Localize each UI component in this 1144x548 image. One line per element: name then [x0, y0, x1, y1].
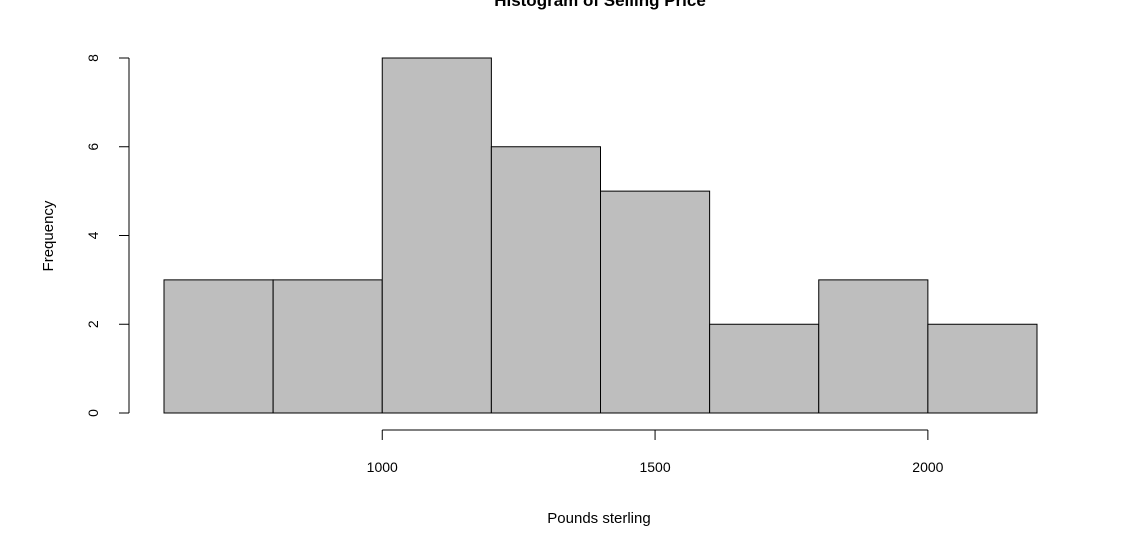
histogram-bar — [163, 279, 274, 414]
x-tick-label: 2000 — [912, 459, 943, 475]
y-tick-label: 8 — [85, 54, 101, 62]
histogram-bar — [709, 323, 820, 414]
x-axis: 1000 1500 2000 — [367, 429, 944, 475]
y-tick-label: 0 — [85, 409, 101, 417]
x-tick-label: 1500 — [639, 459, 670, 475]
bars-group — [163, 57, 1038, 414]
histogram-bar — [490, 146, 601, 414]
histogram-bar — [381, 57, 492, 414]
histogram-bar — [927, 323, 1038, 414]
y-tick-label: 4 — [85, 231, 101, 239]
chart-title: Histogram of Selling Price — [494, 0, 706, 10]
x-axis-label: Pounds sterling — [547, 510, 650, 527]
y-axis-label: Frequency — [40, 200, 57, 271]
histogram-bar — [600, 190, 711, 414]
histogram-bar — [272, 279, 383, 414]
y-tick-label: 6 — [85, 143, 101, 151]
x-tick-label: 1000 — [367, 459, 398, 475]
y-axis: 0 2 4 6 8 — [85, 54, 130, 417]
histogram-bar — [818, 279, 929, 414]
y-tick-label: 2 — [85, 320, 101, 328]
